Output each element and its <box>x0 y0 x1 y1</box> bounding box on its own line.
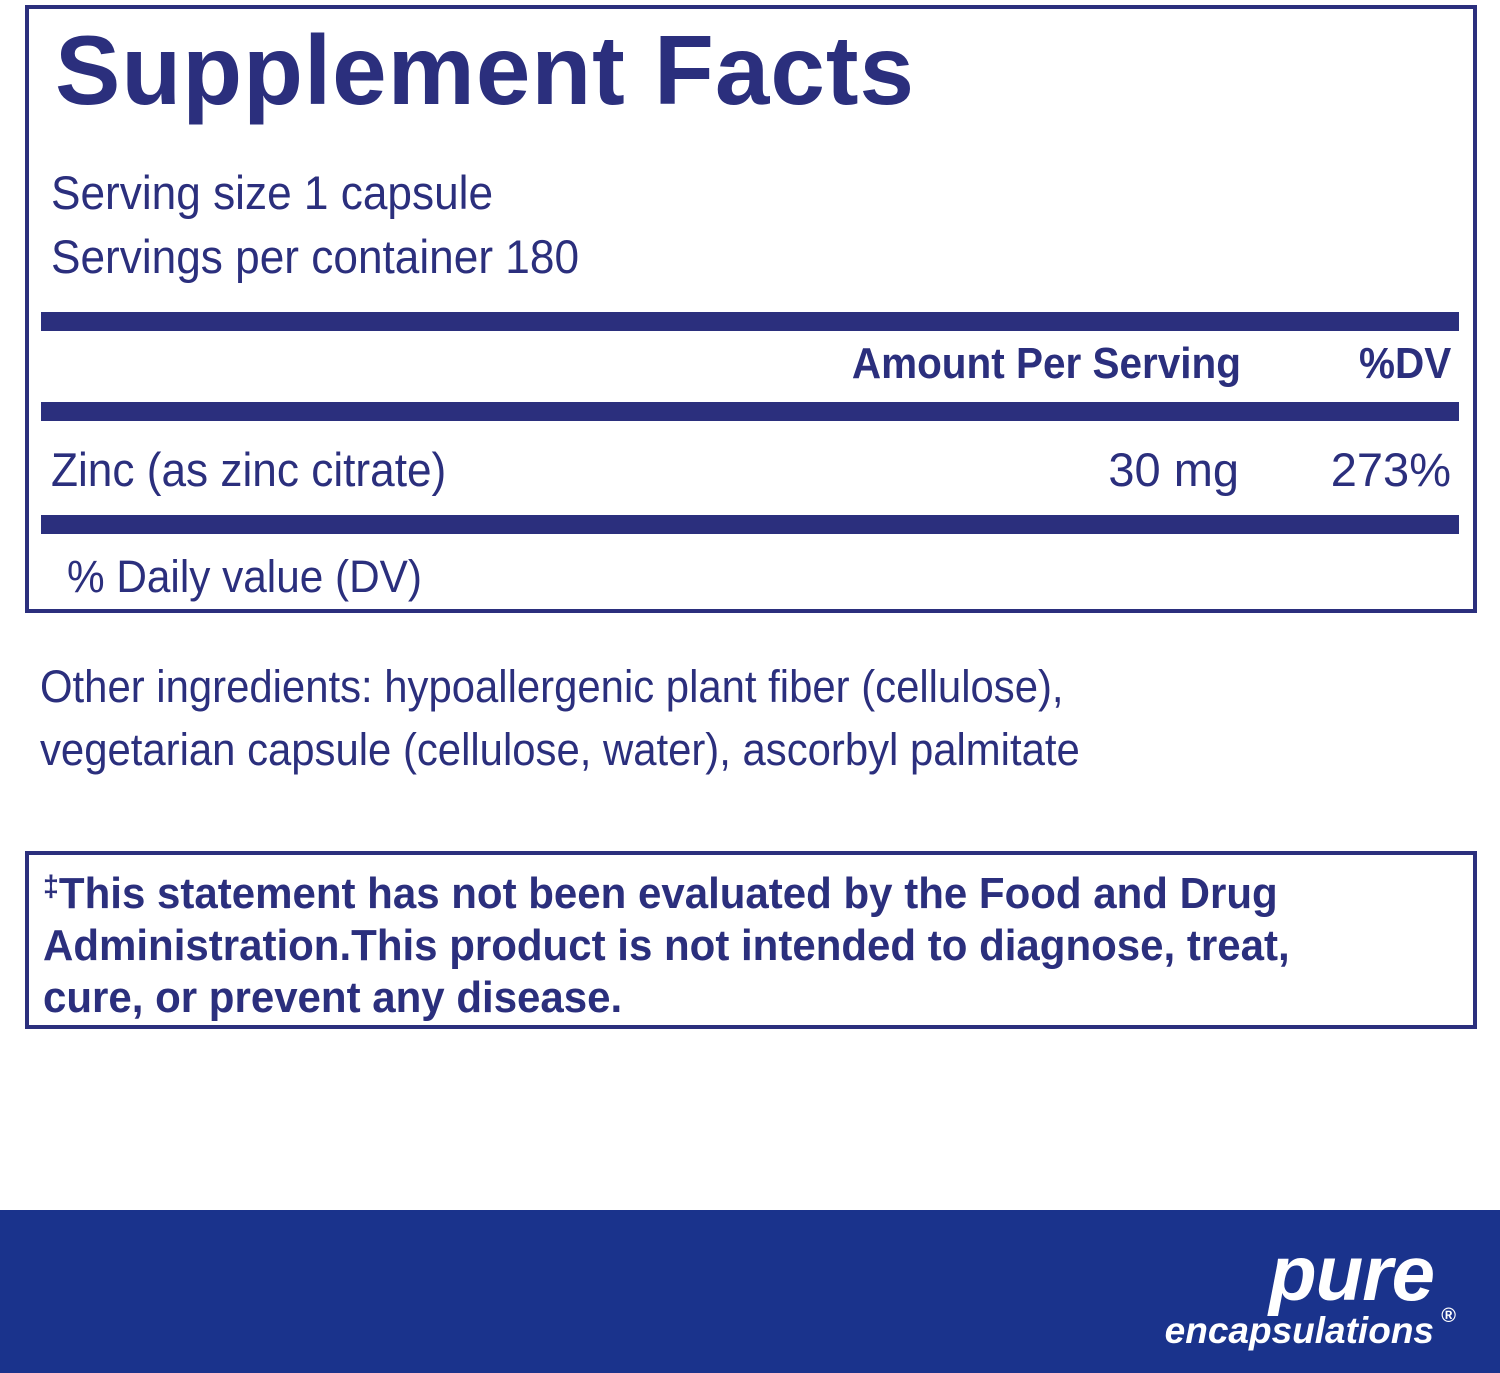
disclaimer-line-1: ‡This statement has not been evaluated b… <box>43 868 1399 920</box>
other-ingredients-line-1: Other ingredients: hypoallergenic plant … <box>40 661 1064 712</box>
table-row-nutrient-name: Zinc (as zinc citrate) <box>51 443 447 496</box>
other-ingredients: Other ingredients: hypoallergenic plant … <box>40 655 1361 781</box>
servings-per-container-line: Servings per container 180 <box>51 230 580 283</box>
brand-subtitle: encapsulations <box>1164 1310 1434 1352</box>
fda-disclaimer-text: ‡This statement has not been evaluated b… <box>43 868 1399 1024</box>
table-rule-bottom <box>41 515 1459 534</box>
brand-subtitle-wrap: encapsulations ® <box>1164 1306 1456 1352</box>
table-row-nutrient-amount: 30 mg <box>1108 443 1239 496</box>
registered-trademark-icon: ® <box>1441 1305 1456 1328</box>
brand-footer-band: pure encapsulations ® <box>0 1210 1500 1373</box>
table-rule-top <box>41 312 1459 331</box>
double-dagger-icon: ‡ <box>43 870 59 903</box>
supplement-facts-panel: Supplement Facts Serving size 1 capsule … <box>25 5 1477 613</box>
daily-value-footnote: % Daily value (DV) <box>67 551 422 602</box>
disclaimer-line-3: cure, or prevent any disease. <box>43 973 623 1022</box>
table-rule-header <box>41 402 1459 421</box>
disclaimer-line-2: Administration.This product is not inten… <box>43 921 1290 970</box>
serving-size-line: Serving size 1 capsule <box>51 166 494 219</box>
disclaimer-line-1-text: This statement has not been evaluated by… <box>58 869 1278 918</box>
brand-name: pure <box>1268 1229 1435 1317</box>
other-ingredients-line-2: vegetarian capsule (cellulose, water), a… <box>40 724 1080 775</box>
column-header-amount-per-serving: Amount Per Serving <box>851 339 1241 388</box>
fda-disclaimer-box: ‡This statement has not been evaluated b… <box>25 851 1477 1029</box>
brand-logo: pure encapsulations ® <box>1164 1229 1456 1352</box>
column-header-percent-dv: %DV <box>1358 339 1451 388</box>
table-row-nutrient-dv: 273% <box>1330 443 1451 496</box>
page-title: Supplement Facts <box>55 15 916 125</box>
